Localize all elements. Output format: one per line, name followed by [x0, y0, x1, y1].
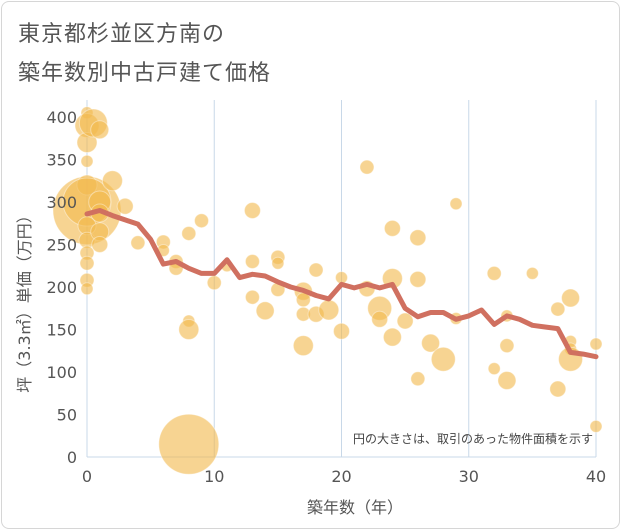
x-tick-label: 10: [204, 467, 224, 486]
data-bubble: [130, 235, 146, 251]
data-bubble: [409, 270, 427, 288]
data-bubble: [318, 299, 340, 321]
data-bubble: [589, 337, 603, 351]
data-bubble: [561, 288, 581, 308]
data-bubble: [382, 327, 402, 347]
data-bubble: [409, 229, 427, 247]
data-bubble: [90, 120, 110, 140]
data-bubble: [335, 271, 348, 285]
x-tick-label: 20: [331, 467, 351, 486]
data-bubble: [101, 170, 123, 192]
data-bubble: [333, 322, 350, 340]
y-tick-label: 150: [46, 321, 77, 340]
bubble-size-note: 円の大きさは、取引のあった物件面積を示す: [353, 431, 593, 446]
data-bubble: [383, 219, 401, 237]
data-bubble: [371, 310, 389, 328]
data-bubble: [410, 371, 426, 387]
data-bubble: [497, 371, 517, 390]
y-tick-label: 100: [46, 363, 77, 382]
data-bubble: [244, 254, 260, 269]
data-bubble: [430, 346, 456, 372]
data-bubble: [255, 301, 275, 321]
data-bubble: [525, 266, 539, 280]
x-tick-label: 40: [586, 467, 606, 486]
chart-title-line-2: 築年数別中古戸建て価格: [18, 61, 272, 86]
y-tick-label: 250: [46, 236, 77, 255]
x-tick-label: 0: [82, 467, 92, 486]
data-bubble: [449, 197, 463, 211]
data-bubble: [181, 225, 197, 241]
y-tick-label: 400: [46, 108, 77, 127]
data-bubble: [206, 275, 222, 291]
data-bubble: [80, 282, 94, 296]
y-tick-label: 200: [46, 278, 77, 297]
data-bubble: [549, 380, 567, 398]
data-bubble: [271, 256, 285, 270]
data-bubble: [359, 159, 375, 175]
data-bubble: [194, 213, 210, 229]
data-bubble: [486, 265, 502, 281]
data-bubble: [421, 333, 441, 353]
data-bubble: [244, 289, 260, 305]
chart-title-line-1: 東京都杉並区方南の: [18, 22, 226, 47]
y-tick-label: 350: [46, 151, 77, 170]
data-bubble: [79, 255, 95, 271]
data-bubble: [116, 197, 134, 215]
data-bubble: [589, 419, 603, 433]
data-bubble: [158, 413, 220, 475]
bubble-series: [52, 106, 603, 475]
data-bubble: [243, 202, 261, 219]
x-tick-label: 30: [459, 467, 479, 486]
x-axis-label: 築年数（年）: [307, 498, 403, 517]
data-bubble: [499, 338, 515, 354]
data-bubble: [178, 319, 200, 340]
data-bubble: [550, 301, 566, 317]
average-price-line: [84, 208, 599, 360]
x-axis-ticks: 0 10 20 30 40: [82, 467, 606, 486]
y-tick-label: 300: [46, 193, 77, 212]
data-bubble: [80, 154, 94, 168]
y-tick-label: 0: [67, 448, 77, 467]
data-bubble: [292, 335, 314, 357]
y-tick-label: 50: [57, 406, 77, 425]
y-axis-ticks: 0 50 100 150 200 250 300 350 400: [46, 108, 77, 467]
y-axis-label: 坪（3.3㎡）単価（万円）: [15, 207, 34, 392]
data-bubble: [487, 362, 501, 376]
data-bubble: [396, 312, 414, 330]
data-bubble: [91, 236, 109, 253]
data-bubble: [308, 262, 324, 278]
